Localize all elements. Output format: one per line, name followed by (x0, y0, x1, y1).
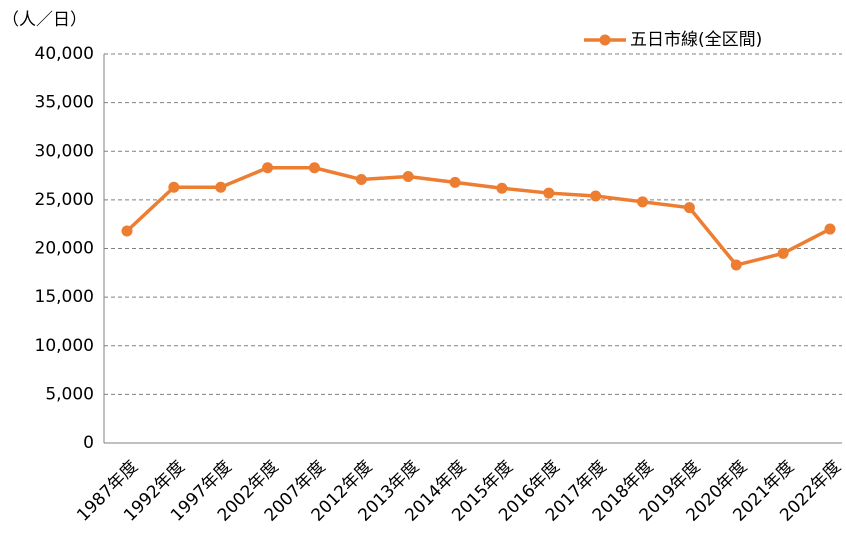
data-point (121, 225, 133, 237)
legend-label: 五日市線(全区間) (630, 30, 762, 50)
data-point (824, 223, 836, 235)
data-point (777, 247, 789, 259)
data-point (683, 202, 695, 214)
y-tick-label: 20,000 (35, 239, 94, 259)
data-point (590, 190, 602, 202)
y-tick-label: 5,000 (45, 384, 94, 404)
data-point (637, 196, 649, 208)
data-point (355, 173, 367, 185)
data-point (402, 171, 414, 183)
y-axis-label: （人／日） (2, 10, 87, 30)
data-point (168, 181, 180, 193)
y-tick-label: 15,000 (35, 287, 94, 307)
y-tick-label: 40,000 (35, 44, 94, 64)
data-point (308, 162, 320, 174)
data-point (496, 182, 508, 194)
data-point (543, 187, 555, 199)
y-tick-label: 0 (83, 433, 94, 453)
data-point (449, 176, 461, 188)
data-point (215, 181, 227, 193)
y-tick-label: 35,000 (35, 93, 94, 113)
data-point (262, 162, 274, 174)
data-point (730, 259, 742, 271)
y-tick-label: 10,000 (35, 336, 94, 356)
y-tick-label: 25,000 (35, 190, 94, 210)
series-line (125, 166, 831, 267)
legend-marker (599, 34, 611, 46)
y-tick-label: 30,000 (35, 141, 94, 161)
